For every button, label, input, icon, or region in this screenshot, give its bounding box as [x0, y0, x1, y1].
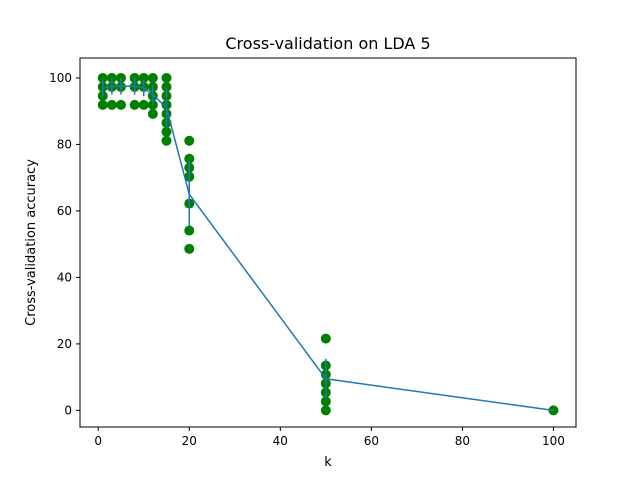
- data-point: [184, 243, 195, 254]
- x-tick-label: 100: [542, 434, 565, 448]
- data-point: [115, 99, 126, 110]
- data-point: [97, 72, 108, 83]
- data-point: [161, 72, 172, 83]
- data-point: [184, 135, 195, 146]
- axis-ticks: 0 20 40 60 80 100 0 20 40 60 80 100: [49, 71, 565, 448]
- y-tick-label: 0: [64, 403, 72, 417]
- y-tick-label: 40: [57, 270, 72, 284]
- data-point: [97, 99, 108, 110]
- chart-title: Cross-validation on LDA 5: [225, 34, 430, 53]
- data-point: [147, 72, 158, 83]
- data-point: [147, 108, 158, 119]
- data-point: [161, 126, 172, 137]
- data-point: [320, 333, 331, 344]
- data-point: [129, 99, 140, 110]
- data-point: [147, 99, 158, 110]
- data-point: [320, 405, 331, 416]
- data-point: [161, 135, 172, 146]
- y-tick-label: 60: [57, 204, 72, 218]
- plot-area: [97, 72, 559, 416]
- mean-accuracy-line: [102, 85, 554, 412]
- x-tick-label: 40: [273, 434, 288, 448]
- data-point: [138, 99, 149, 110]
- y-tick-label: 20: [57, 337, 72, 351]
- data-point: [138, 72, 149, 83]
- data-point: [320, 396, 331, 407]
- y-tick-label: 80: [57, 137, 72, 151]
- y-axis-label: Cross-validation accuracy: [24, 159, 39, 326]
- data-point: [184, 153, 195, 164]
- axes-frame: [79, 57, 577, 428]
- y-tick-label: 100: [49, 71, 72, 85]
- data-point: [161, 81, 172, 92]
- data-point: [106, 99, 117, 110]
- x-tick-label: 80: [455, 434, 470, 448]
- data-point: [184, 225, 195, 236]
- x-tick-label: 20: [182, 434, 197, 448]
- x-tick-label: 0: [94, 434, 102, 448]
- x-tick-label: 60: [364, 434, 379, 448]
- x-axis-label: k: [324, 455, 332, 470]
